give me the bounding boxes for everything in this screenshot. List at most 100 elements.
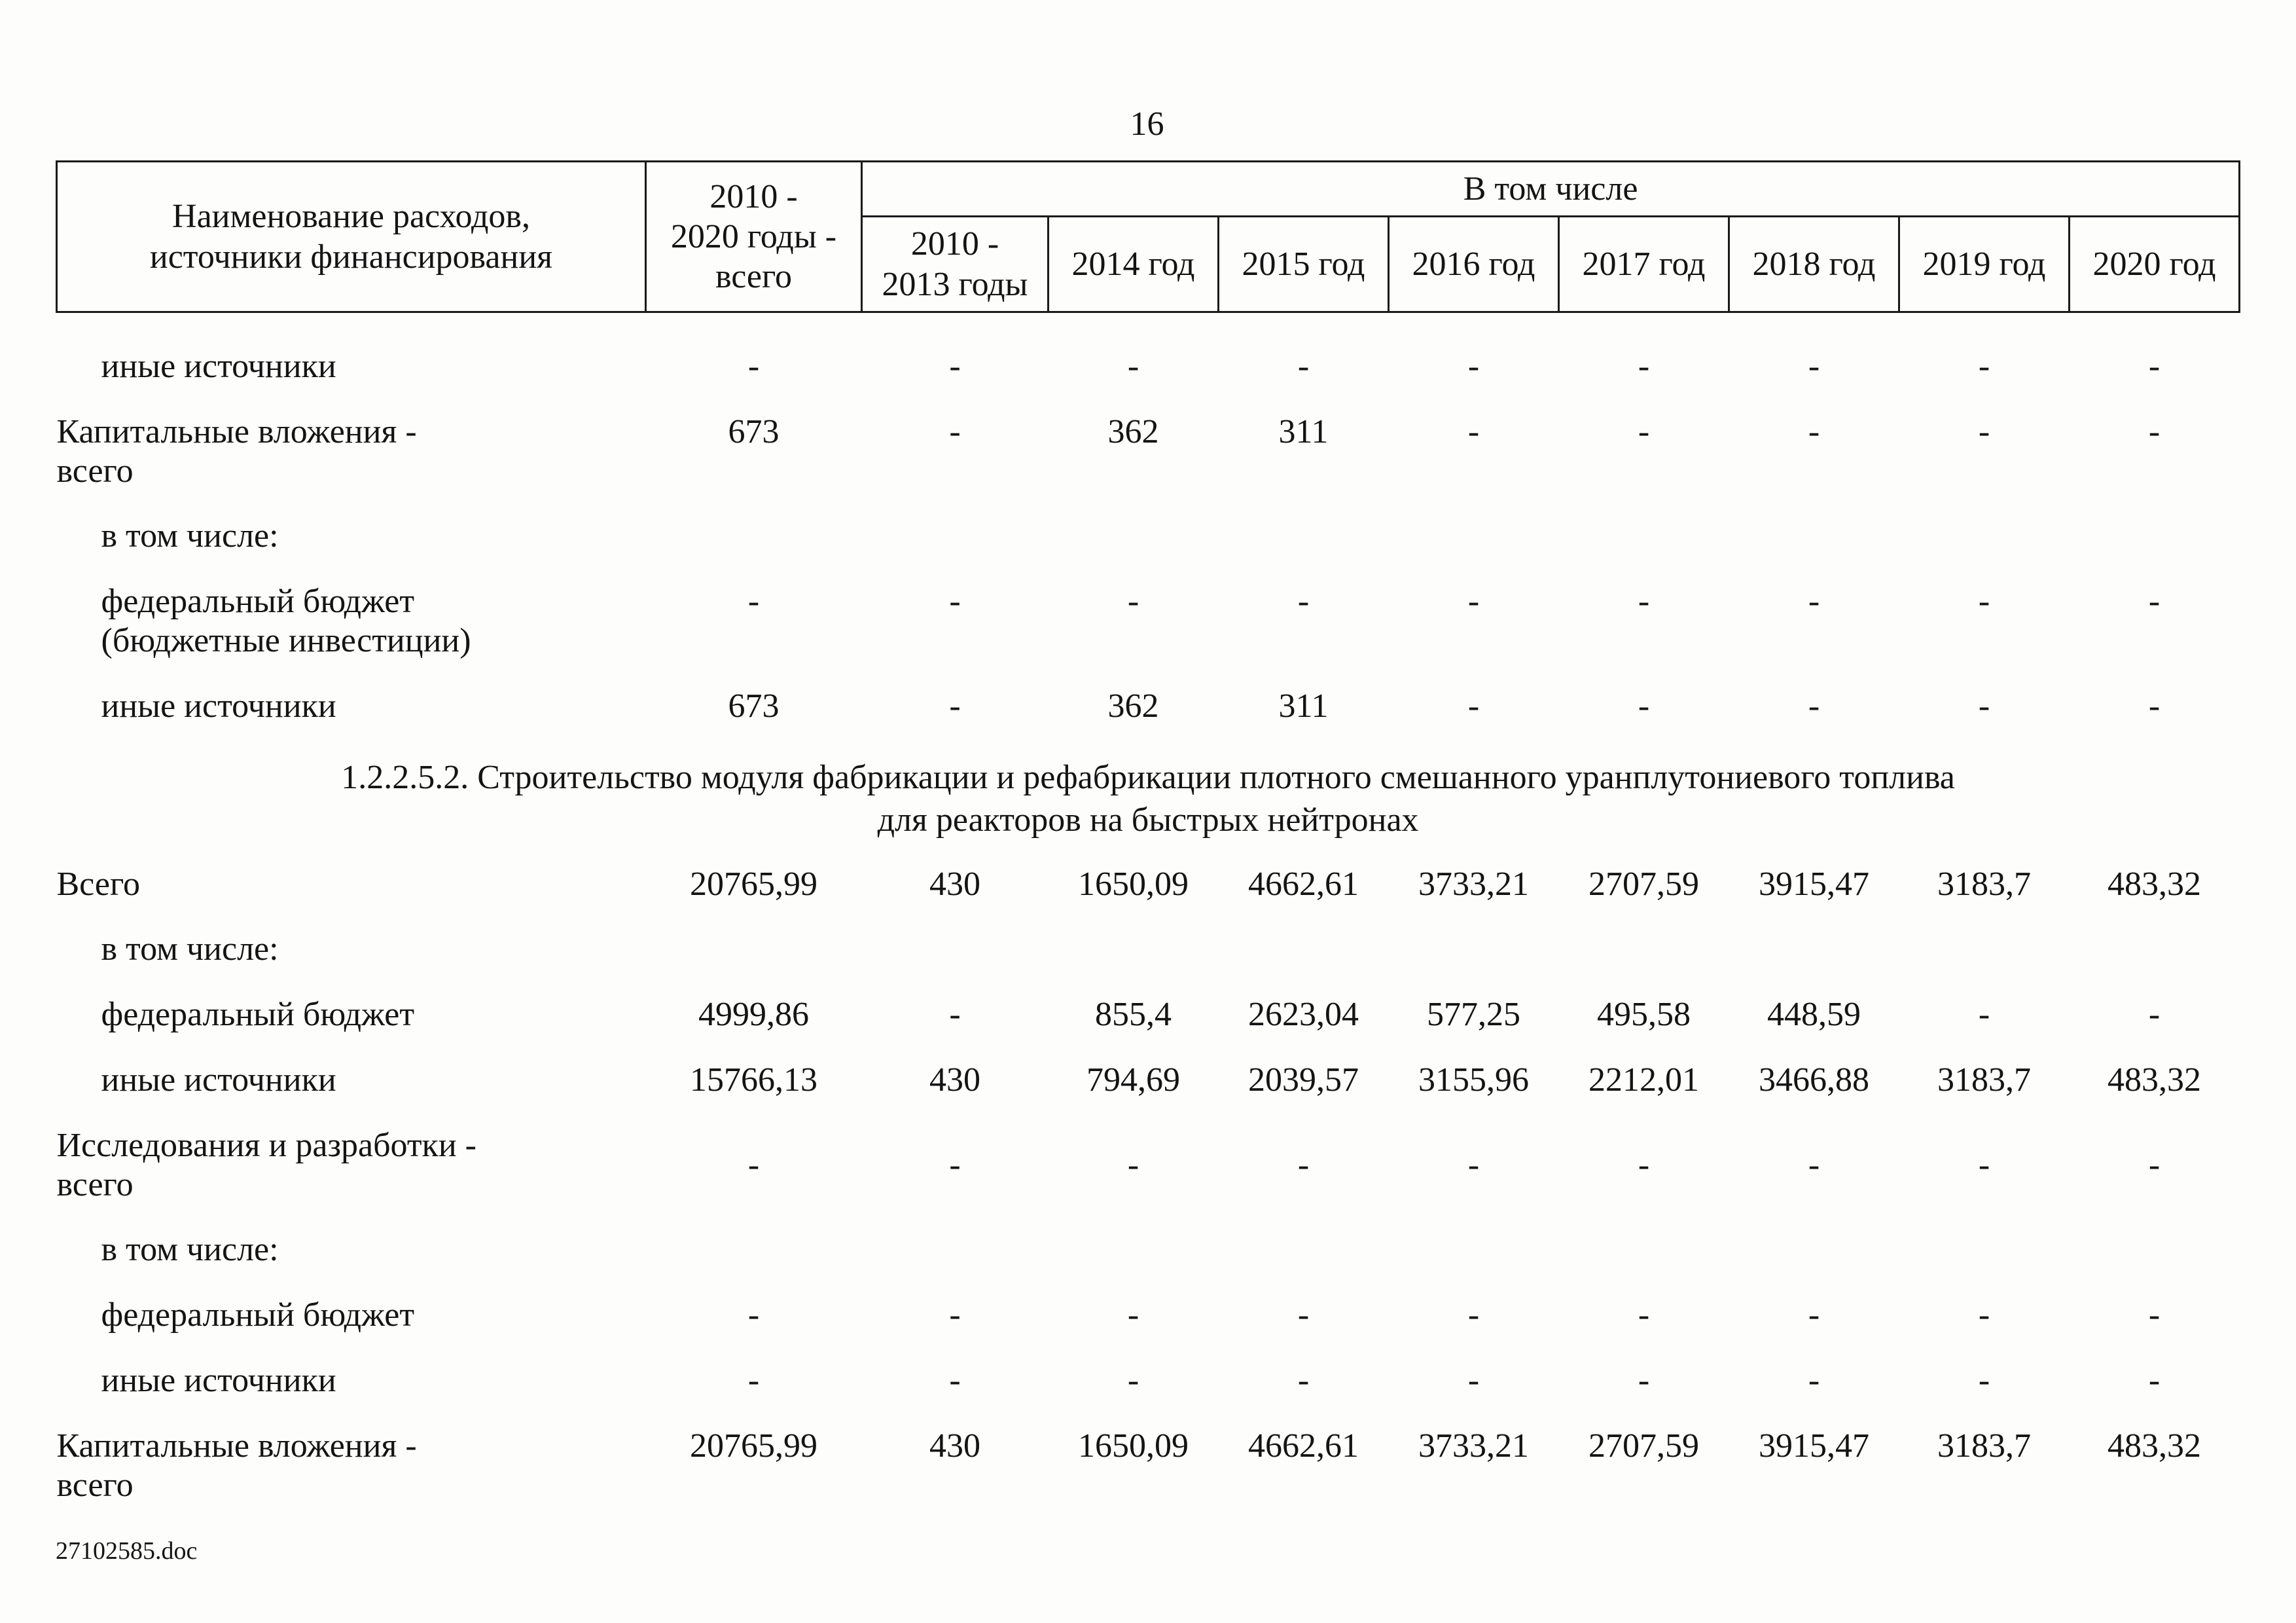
value-cell: - [747, 348, 760, 386]
value-cell: 1650,09 [1078, 865, 1189, 903]
row-label: федеральный бюджет [101, 996, 415, 1034]
row-label: Капитальные вложения - всего [56, 1427, 417, 1504]
value-cell: 430 [929, 865, 980, 903]
header-name-col: Наименование расходов, источники финанси… [56, 160, 647, 314]
value-cell: 3183,7 [1937, 865, 2031, 903]
value-cell [1559, 503, 1729, 569]
expenses-table: Наименование расходов, источники финанси… [56, 160, 2241, 1518]
value-cell: - [2148, 687, 2161, 725]
value-cell: 4662,61 [1248, 1427, 1359, 1465]
table-row: в том числе: [57, 1217, 2240, 1283]
value-cell: - [2148, 412, 2161, 450]
value-cell [646, 1217, 862, 1283]
header-year-6: 2019 год [1898, 215, 2070, 314]
value-cell: 3155,96 [1418, 1061, 1529, 1099]
row-label: федеральный бюджет [101, 1296, 415, 1334]
table-row: в том числе: [57, 917, 2240, 982]
section-heading: 1.2.2.5.2. Строительство модуля фабрикац… [341, 758, 1955, 839]
value-cell: - [1638, 1362, 1650, 1400]
value-cell: - [1297, 1362, 1310, 1400]
value-cell: - [1808, 1296, 1820, 1334]
value-cell [1559, 1217, 1729, 1283]
value-cell [1729, 503, 1899, 569]
value-cell [1219, 503, 1389, 569]
value-cell: - [1638, 583, 1650, 621]
header-year-0: 2010 - 2013 годы [861, 215, 1049, 314]
value-cell: 483,32 [2108, 1061, 2202, 1099]
value-cell: 15766,13 [690, 1061, 817, 1099]
value-cell: - [1127, 348, 1139, 386]
value-cell [862, 917, 1049, 982]
value-cell: - [1978, 1296, 1990, 1334]
value-cell: - [1467, 1146, 1480, 1184]
value-cell: - [2148, 996, 2161, 1034]
value-cell: - [949, 1296, 961, 1334]
value-cell: - [1978, 1146, 1990, 1184]
value-cell: 2623,04 [1248, 996, 1359, 1034]
value-cell: - [1297, 1296, 1310, 1334]
value-cell: 483,32 [2108, 865, 2202, 903]
row-label: иные источники [101, 348, 336, 386]
row-label: иные источники [101, 1362, 336, 1400]
value-cell [1899, 503, 2070, 569]
table-row: федеральный бюджет - - - - - - - - - [57, 1283, 2240, 1348]
value-cell [1219, 917, 1389, 982]
table-row: иные источники 15766,13 430 794,69 2039,57 31… [57, 1048, 2240, 1113]
value-cell: 20765,99 [690, 1427, 817, 1465]
value-cell: 2707,59 [1588, 865, 1699, 903]
row-label: в том числе: [101, 930, 279, 968]
value-cell: - [949, 1362, 961, 1400]
value-cell [862, 503, 1049, 569]
value-cell: 448,59 [1767, 996, 1861, 1034]
header-year-5: 2018 год [1728, 215, 1900, 314]
value-cell: 3733,21 [1418, 865, 1529, 903]
page-number: 16 [1130, 105, 1164, 143]
value-cell: - [1638, 1146, 1650, 1184]
value-cell: - [1467, 348, 1480, 386]
header-row-years: 2010 - 2013 годы 2014 год 2015 год 2016 год… [57, 215, 2241, 314]
value-cell: - [1467, 412, 1480, 450]
value-cell: - [1638, 348, 1650, 386]
value-cell: 4662,61 [1248, 865, 1359, 903]
value-cell: - [1808, 687, 1820, 725]
value-cell: - [1297, 583, 1310, 621]
value-cell [1049, 917, 1219, 982]
value-cell: - [2148, 348, 2161, 386]
value-cell: 311 [1278, 687, 1329, 725]
table-row: Капитальные вложения - всего 20765,99 430 1… [57, 1413, 2240, 1518]
table-header: Наименование расходов, источники финанси… [56, 160, 2241, 314]
table-row: иные источники - - - - - - - - - [57, 1348, 2240, 1413]
value-cell [1219, 1217, 1389, 1283]
value-cell: - [1467, 1362, 1480, 1400]
table-row: федеральный бюджет (бюджетные инвестиции… [57, 569, 2240, 674]
value-cell: - [949, 583, 961, 621]
value-cell: - [1978, 583, 1990, 621]
value-cell: 4999,86 [698, 996, 809, 1034]
value-cell [1049, 1217, 1219, 1283]
value-cell: - [2148, 1296, 2161, 1334]
value-cell: 855,4 [1095, 996, 1172, 1034]
value-cell: - [1467, 1296, 1480, 1334]
value-cell: - [2148, 583, 2161, 621]
table-row: Всего 20765,99 430 1650,09 4662,61 3733,21 270… [57, 852, 2240, 917]
header-row-top: Наименование расходов, источники финанси… [56, 160, 2241, 314]
value-cell: 362 [1107, 687, 1159, 725]
value-cell [1559, 917, 1729, 982]
value-cell: - [1127, 1296, 1139, 1334]
value-cell: - [1467, 583, 1480, 621]
value-cell: 430 [929, 1061, 980, 1099]
value-cell [646, 917, 862, 982]
header-year-4: 2017 год [1558, 215, 1730, 314]
value-cell [1049, 503, 1219, 569]
row-label: иные источники [101, 1061, 336, 1099]
value-cell: 577,25 [1427, 996, 1520, 1034]
value-cell: - [949, 687, 961, 725]
value-cell: 3915,47 [1759, 1427, 1869, 1465]
header-group-label: В том числе [860, 160, 2241, 218]
header-total-col: 2010 - 2020 годы - всего [645, 160, 863, 314]
value-cell: - [1808, 412, 1820, 450]
value-cell: - [2148, 1362, 2161, 1400]
value-cell: 2707,59 [1588, 1427, 1699, 1465]
value-cell: 1650,09 [1078, 1427, 1189, 1465]
